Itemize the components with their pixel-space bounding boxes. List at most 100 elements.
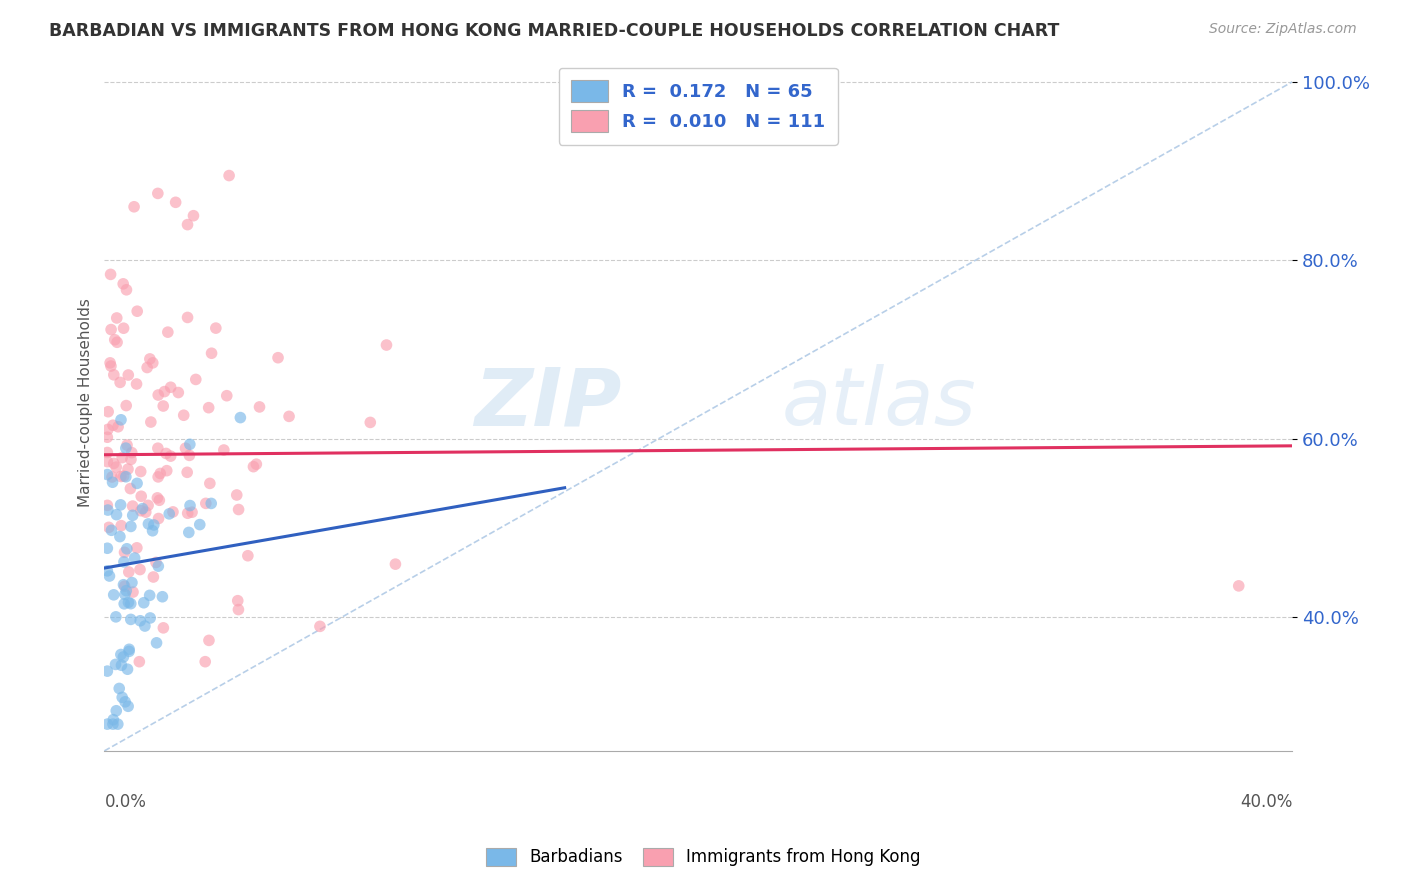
Point	[139, 415, 162, 429]
Point	[105, 508, 128, 522]
Legend: Barbadians, Immigrants from Hong Kong: Barbadians, Immigrants from Hong Kong	[477, 839, 929, 875]
Point	[135, 505, 157, 519]
Point	[96, 455, 118, 469]
Point	[120, 597, 142, 611]
Point	[100, 523, 122, 537]
Point	[103, 457, 125, 471]
Point	[188, 517, 211, 532]
Point	[228, 602, 250, 616]
Point	[176, 506, 198, 520]
Point	[173, 409, 195, 423]
Point	[145, 636, 167, 650]
Point	[120, 519, 142, 533]
Point	[117, 662, 139, 676]
Point	[120, 482, 142, 496]
Point	[176, 218, 198, 232]
Point	[215, 389, 238, 403]
Point	[165, 195, 187, 210]
Point	[200, 346, 222, 360]
Point	[228, 502, 250, 516]
Point	[136, 499, 159, 513]
Text: 40.0%: 40.0%	[1240, 793, 1292, 811]
Point	[112, 597, 135, 611]
Point	[115, 541, 138, 556]
Point	[112, 578, 135, 592]
Point	[384, 557, 406, 571]
Point	[138, 516, 160, 531]
Point	[136, 360, 159, 375]
Point	[96, 499, 118, 513]
Point	[152, 621, 174, 635]
Point	[105, 310, 128, 325]
Point	[115, 438, 138, 452]
Point	[148, 511, 170, 525]
Point	[108, 376, 131, 390]
Point	[107, 717, 129, 731]
Point	[125, 476, 148, 491]
Point	[104, 657, 127, 672]
Point	[129, 614, 152, 628]
Point	[114, 579, 136, 593]
Point	[96, 430, 118, 444]
Point	[108, 681, 131, 696]
Point	[105, 704, 128, 718]
Point	[103, 368, 125, 382]
Point	[96, 564, 118, 578]
Point	[125, 541, 148, 555]
Point	[115, 283, 138, 297]
Point	[198, 476, 221, 491]
Point	[129, 563, 152, 577]
Point	[309, 619, 332, 633]
Point	[97, 405, 120, 419]
Point	[110, 658, 132, 673]
Text: 0.0%: 0.0%	[104, 793, 146, 811]
Text: Source: ZipAtlas.com: Source: ZipAtlas.com	[1209, 22, 1357, 37]
Point	[138, 588, 160, 602]
Point	[242, 459, 264, 474]
Point	[148, 493, 170, 508]
Point	[96, 664, 118, 678]
Point	[146, 441, 169, 455]
Point	[157, 507, 180, 521]
Point	[115, 399, 138, 413]
Point	[177, 525, 200, 540]
Point	[194, 496, 217, 510]
Point	[134, 619, 156, 633]
Point	[104, 610, 127, 624]
Point	[267, 351, 290, 365]
Point	[111, 690, 134, 705]
Point	[100, 359, 122, 373]
Point	[176, 466, 198, 480]
Point	[129, 489, 152, 503]
Point	[139, 611, 162, 625]
Point	[105, 460, 128, 475]
Point	[104, 333, 127, 347]
Point	[122, 200, 145, 214]
Point	[179, 449, 201, 463]
Point	[101, 717, 124, 731]
Point	[114, 441, 136, 455]
Point	[183, 209, 205, 223]
Point	[118, 565, 141, 579]
Point	[146, 186, 169, 201]
Point	[159, 380, 181, 394]
Point	[110, 498, 132, 512]
Point	[184, 372, 207, 386]
Point	[121, 508, 143, 523]
Point	[149, 467, 172, 481]
Point	[194, 655, 217, 669]
Point	[117, 368, 139, 382]
Point	[101, 418, 124, 433]
Point	[103, 713, 125, 727]
Point	[131, 501, 153, 516]
Point	[110, 518, 132, 533]
Point	[142, 518, 165, 533]
Point	[120, 612, 142, 626]
Point	[110, 469, 132, 483]
Point	[112, 469, 135, 483]
Point	[101, 470, 124, 484]
Point	[152, 590, 174, 604]
Text: atlas: atlas	[782, 364, 976, 442]
Point	[176, 310, 198, 325]
Point	[97, 503, 120, 517]
